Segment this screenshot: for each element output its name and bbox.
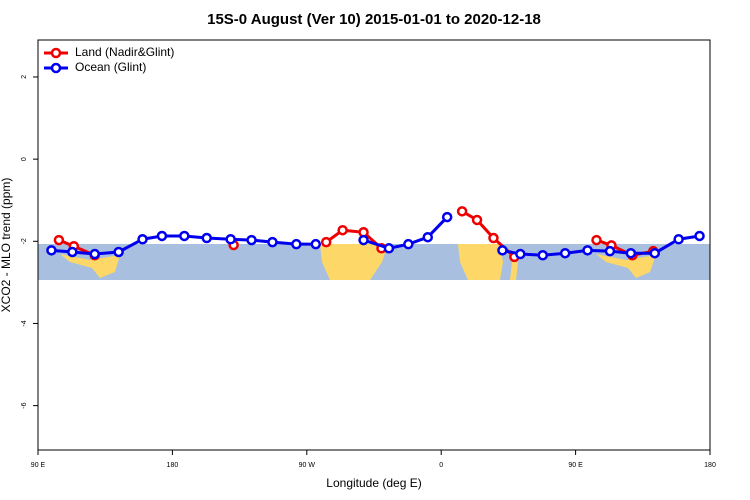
y-tick-label: -6: [21, 402, 28, 408]
data-point: [515, 248, 526, 260]
data-point: [246, 234, 257, 246]
legend-label: Land (Nadir&Glint): [75, 45, 174, 59]
data-point: [471, 214, 483, 226]
data-point: [559, 247, 571, 259]
data-point: [422, 231, 434, 243]
data-point: [383, 243, 395, 254]
data-point: [625, 247, 637, 259]
data-point: [137, 233, 148, 245]
x-tick-label: 0: [439, 462, 443, 469]
data-point: [537, 250, 548, 261]
data-point: [46, 245, 57, 256]
x-tick-label: 180: [167, 462, 179, 469]
data-point: [156, 230, 168, 242]
legend-label: Ocean (Glint): [75, 60, 146, 74]
legend: Land (Nadir&Glint)Ocean (Glint): [44, 45, 174, 74]
data-point: [291, 238, 302, 250]
data-point: [591, 234, 602, 246]
data-point: [53, 234, 65, 246]
data-point: [89, 248, 100, 260]
x-tick-label: 90 E: [568, 462, 583, 469]
x-tick-label: 180: [704, 462, 716, 469]
data-point: [441, 211, 453, 223]
data-point: [67, 246, 78, 258]
data-point: [267, 236, 278, 248]
x-tick-label: 90 E: [31, 462, 46, 469]
plot-frame: [37, 39, 711, 451]
data-point: [456, 206, 468, 217]
data-point: [358, 234, 369, 246]
data-point: [320, 236, 332, 248]
chart-title: 15S-0 August (Ver 10) 2015-01-01 to 2020…: [207, 11, 541, 28]
data-point: [179, 230, 190, 242]
data-point: [604, 245, 616, 257]
data-point: [694, 230, 705, 242]
y-tick-label: -2: [21, 238, 28, 244]
data-point: [113, 246, 124, 258]
data-point: [497, 245, 508, 256]
x-axis-label: Longitude (deg E): [326, 476, 421, 490]
data-point: [488, 232, 499, 244]
data-point: [649, 247, 660, 259]
legend-marker: [50, 62, 62, 74]
data-point: [225, 233, 236, 245]
data-point: [310, 238, 322, 250]
y-tick-label: 0: [21, 157, 28, 161]
x-tick-label: 90 W: [299, 462, 316, 469]
y-tick-label: 2: [21, 75, 28, 79]
data-point: [403, 238, 414, 250]
legend-marker: [50, 47, 62, 59]
y-axis-label: XCO2 - MLO trend (ppm): [0, 178, 13, 313]
y-tick-label: -4: [21, 320, 28, 326]
data-point: [337, 224, 348, 236]
data-point: [201, 232, 212, 244]
data-point: [582, 245, 593, 256]
data-point: [673, 233, 684, 245]
